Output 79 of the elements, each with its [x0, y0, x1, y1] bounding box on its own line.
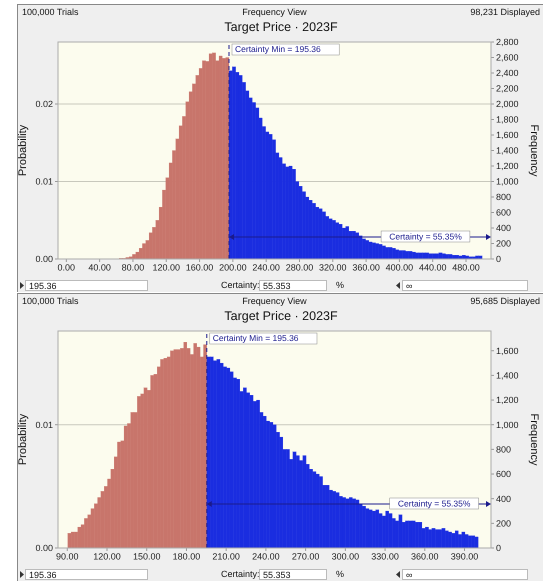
y-tick-label: 0.00 [35, 543, 53, 554]
text: ∞ [402, 569, 528, 580]
y2-tick-label: 1,800 [496, 114, 519, 125]
y2-axis-title: Frequency [528, 124, 540, 177]
y2-tick-label: 800 [496, 192, 512, 202]
x-tick-label: 200.00 [219, 262, 247, 272]
text: 98,231 Displayed [470, 7, 540, 19]
x-tick-label: 480.00 [452, 262, 480, 272]
ref-line-label: Certainty Min = 195.36 [235, 44, 322, 54]
x-tick-label: 180.00 [172, 551, 200, 562]
x-tick-label: 160.00 [186, 262, 214, 272]
x-tick-label: 40.00 [88, 262, 111, 272]
y2-tick-label: 1,200 [496, 161, 519, 172]
text: 55.353 [259, 569, 327, 580]
y2-tick-label: 1,000 [496, 420, 519, 430]
chart-title: Target Price · 2023F [223, 309, 339, 323]
text: Certainty: [221, 569, 260, 580]
text: 195.36 [25, 569, 148, 580]
y2-tick-label: 200 [496, 238, 512, 249]
y2-tick-label: 2,400 [496, 68, 519, 78]
text: Certainty: [221, 280, 260, 291]
x-tick-label: 320.00 [319, 262, 347, 272]
text: ∞ [402, 280, 528, 291]
x-tick-label: 400.00 [386, 262, 414, 272]
y2-axis-title: Frequency [528, 414, 540, 466]
y2-tick-label: 400 [496, 494, 512, 504]
text: 195.36 [25, 280, 148, 291]
y2-tick-label: 2,600 [496, 52, 519, 63]
text: % [336, 569, 344, 580]
y-tick-label: 0.01 [35, 420, 53, 430]
ref-line-label: Certainty Min = 195.36 [212, 333, 299, 343]
annotation: Certainty = 55.35% [398, 498, 471, 508]
x-tick-label: 300.00 [332, 551, 360, 562]
y2-tick-label: 0 [496, 254, 502, 264]
x-tick-label: 360.00 [411, 551, 439, 562]
y-tick-label: 0.02 [35, 99, 53, 110]
x-tick-label: 240.00 [252, 262, 280, 272]
x-tick-label: 120.00 [152, 262, 180, 272]
y2-tick-label: 1,400 [496, 146, 519, 156]
y-tick-label: 0.01 [35, 176, 53, 187]
y2-tick-label: 600 [496, 208, 512, 218]
y-axis-title: Probability [16, 124, 29, 176]
chart-title: Target Price · 2023F [223, 20, 339, 34]
x-tick-label: 90.00 [56, 551, 79, 562]
x-tick-label: 270.00 [292, 551, 320, 562]
annotation: Certainty = 55.35% [389, 232, 462, 242]
y2-tick-label: 600 [496, 469, 512, 480]
x-tick-label: 240.00 [252, 551, 280, 562]
x-tick-label: 80.00 [122, 262, 144, 272]
text: 95,685 Displayed [470, 296, 540, 308]
y2-tick-label: 800 [496, 444, 512, 455]
text: Frequency View [242, 7, 307, 19]
x-tick-label: 360.00 [352, 262, 380, 272]
text: 55.353 [259, 280, 327, 291]
y2-tick-label: 2,200 [496, 84, 519, 94]
y2-tick-label: 400 [496, 223, 512, 234]
x-tick-label: 280.00 [286, 262, 314, 272]
x-tick-label: 390.00 [450, 551, 478, 562]
y2-tick-label: 2,000 [496, 99, 519, 110]
text: Frequency View [242, 296, 307, 308]
text: 100,000 Trials [22, 296, 79, 308]
x-tick-label: 210.00 [212, 551, 240, 562]
y2-tick-label: 1,600 [496, 346, 519, 356]
y2-tick-label: 200 [496, 518, 512, 529]
y-axis-title: Probability [16, 413, 29, 466]
y2-tick-label: 0 [496, 543, 502, 554]
y2-tick-label: 1,600 [496, 130, 519, 140]
y2-tick-label: 1,000 [496, 176, 519, 187]
text: 100,000 Trials [22, 7, 79, 19]
x-tick-label: 150.00 [132, 551, 160, 562]
x-tick-label: 120.00 [93, 551, 121, 562]
x-tick-label: 440.00 [418, 262, 446, 272]
y2-tick-label: 1,400 [496, 370, 519, 381]
y-tick-label: 0.00 [35, 254, 53, 264]
x-tick-label: 0.00 [58, 262, 76, 272]
y2-tick-label: 2,800 [496, 37, 519, 48]
y2-tick-label: 1,200 [496, 395, 519, 406]
text: % [336, 280, 344, 291]
x-tick-label: 330.00 [371, 551, 399, 562]
